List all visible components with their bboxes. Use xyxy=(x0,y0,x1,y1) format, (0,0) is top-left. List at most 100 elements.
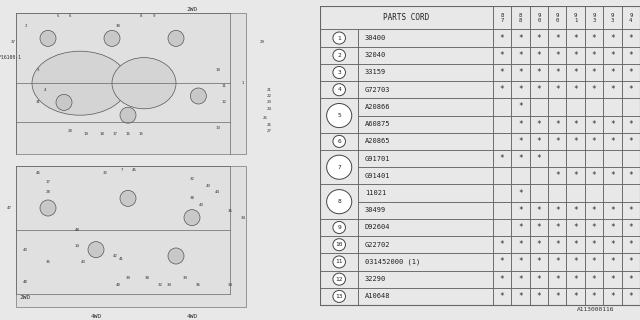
Bar xyxy=(493,184,511,202)
Bar xyxy=(358,184,493,202)
Text: *: * xyxy=(500,68,504,77)
Text: 9
4: 9 4 xyxy=(629,13,632,23)
Bar xyxy=(621,47,640,64)
Bar xyxy=(604,253,621,270)
Bar xyxy=(604,116,621,133)
Text: 17: 17 xyxy=(45,180,51,184)
Text: A10648: A10648 xyxy=(365,293,390,300)
Text: 7: 7 xyxy=(120,168,123,172)
Text: 30400: 30400 xyxy=(365,35,386,41)
Bar xyxy=(530,116,548,133)
Text: 9
0: 9 0 xyxy=(556,13,559,23)
Text: 30499: 30499 xyxy=(365,207,386,213)
Text: *: * xyxy=(592,68,596,77)
Bar xyxy=(320,219,358,236)
Bar xyxy=(320,270,358,288)
Circle shape xyxy=(333,32,346,44)
Bar xyxy=(493,150,511,167)
Bar xyxy=(358,29,493,47)
Text: 5: 5 xyxy=(56,14,59,18)
Text: *: * xyxy=(610,275,614,284)
Text: D92604: D92604 xyxy=(365,225,390,230)
Bar xyxy=(530,47,548,64)
Text: *: * xyxy=(555,171,559,180)
Text: 4: 4 xyxy=(44,88,46,92)
Text: *: * xyxy=(555,292,559,301)
Text: 8
7: 8 7 xyxy=(500,13,504,23)
Text: *: * xyxy=(555,85,559,94)
Text: *: * xyxy=(592,137,596,146)
Text: 34: 34 xyxy=(167,283,172,287)
Circle shape xyxy=(88,242,104,258)
Bar xyxy=(493,288,511,305)
Text: A20866: A20866 xyxy=(365,104,390,110)
Text: 3: 3 xyxy=(37,68,40,72)
Bar xyxy=(585,219,603,236)
Text: *: * xyxy=(518,85,523,94)
Bar xyxy=(566,270,585,288)
Bar xyxy=(320,47,358,64)
Bar xyxy=(621,81,640,98)
Text: *: * xyxy=(610,120,614,129)
Text: 4WD: 4WD xyxy=(186,314,198,319)
Bar xyxy=(320,6,493,29)
Text: 13: 13 xyxy=(335,294,343,299)
Bar xyxy=(585,150,603,167)
Text: *: * xyxy=(610,257,614,267)
Text: *: * xyxy=(518,257,523,267)
Text: *: * xyxy=(573,292,578,301)
Text: *: * xyxy=(628,171,633,180)
Bar xyxy=(530,98,548,116)
Bar xyxy=(621,219,640,236)
Text: 11: 11 xyxy=(335,260,343,264)
Text: *: * xyxy=(628,68,633,77)
Bar xyxy=(320,253,358,270)
Bar xyxy=(493,236,511,253)
Text: *: * xyxy=(536,240,541,249)
Bar xyxy=(320,29,358,47)
Text: 2: 2 xyxy=(24,24,27,28)
Circle shape xyxy=(191,88,206,104)
Text: *: * xyxy=(628,257,633,267)
Text: *: * xyxy=(518,188,523,197)
Bar xyxy=(585,29,603,47)
Bar xyxy=(530,6,548,29)
Bar xyxy=(585,6,603,29)
Circle shape xyxy=(120,190,136,206)
Text: *: * xyxy=(573,171,578,180)
Bar xyxy=(530,29,548,47)
Text: 1: 1 xyxy=(242,81,244,85)
Circle shape xyxy=(56,94,72,110)
Bar xyxy=(511,184,530,202)
Bar xyxy=(530,184,548,202)
Text: *: * xyxy=(628,292,633,301)
Bar xyxy=(604,6,621,29)
Text: *: * xyxy=(610,206,614,215)
Bar xyxy=(358,219,493,236)
Text: *: * xyxy=(573,257,578,267)
Text: *: * xyxy=(518,154,523,163)
Text: *: * xyxy=(518,137,523,146)
Text: *: * xyxy=(536,223,541,232)
Text: *: * xyxy=(610,171,614,180)
Text: *: * xyxy=(536,137,541,146)
Text: *: * xyxy=(628,120,633,129)
Bar xyxy=(530,236,548,253)
Text: 7: 7 xyxy=(337,165,341,170)
Bar xyxy=(493,47,511,64)
Text: *: * xyxy=(500,34,504,43)
Text: *: * xyxy=(555,223,559,232)
Text: 43: 43 xyxy=(199,203,204,207)
Text: *: * xyxy=(573,206,578,215)
Bar xyxy=(621,167,640,184)
Text: *: * xyxy=(628,34,633,43)
Bar xyxy=(604,133,621,150)
Text: *: * xyxy=(536,257,541,267)
Bar xyxy=(621,133,640,150)
Text: *: * xyxy=(592,171,596,180)
Bar xyxy=(548,270,566,288)
Bar xyxy=(548,29,566,47)
Text: 11021: 11021 xyxy=(365,190,386,196)
Text: 23: 23 xyxy=(266,100,271,104)
Text: 2: 2 xyxy=(337,53,341,58)
